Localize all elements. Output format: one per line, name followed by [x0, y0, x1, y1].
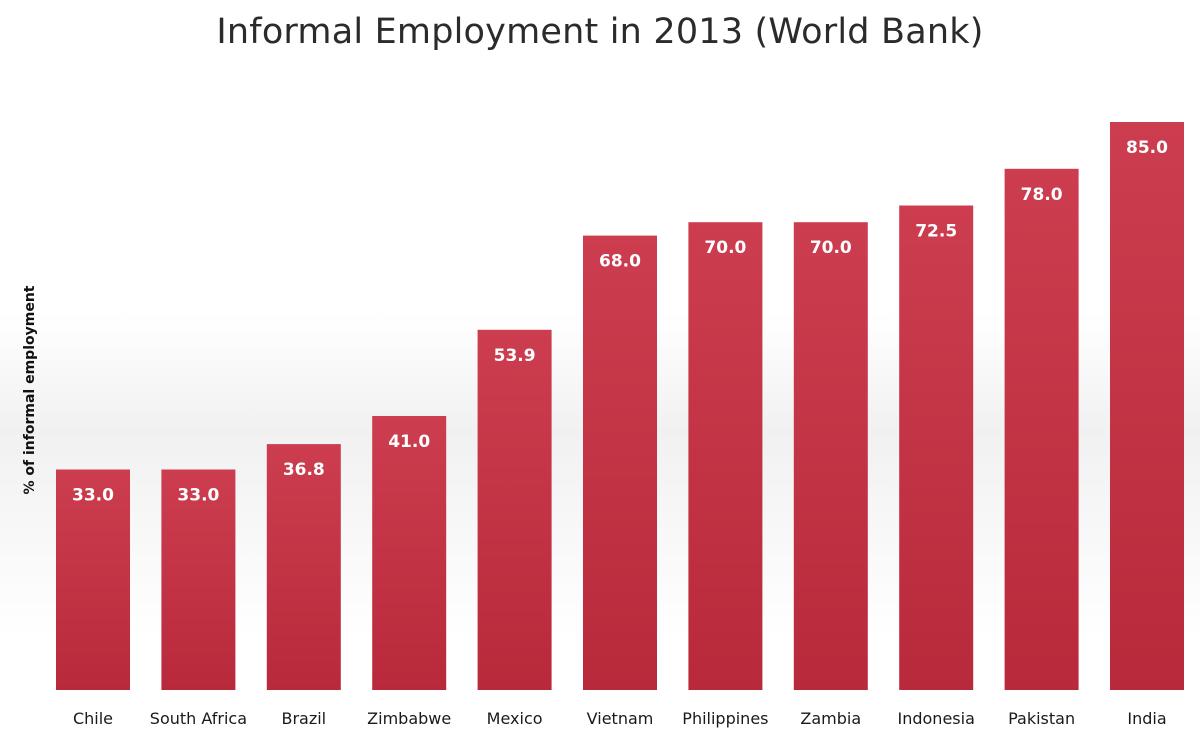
category-label: Chile [73, 709, 113, 728]
category-label: India [1127, 709, 1166, 728]
bar-south-africa [161, 469, 236, 690]
y-axis-label: % of informal employment [22, 285, 38, 494]
value-labels-layer: 33.0 33.0 36.8 41.0 53.9 68.0 70.0 70.0 72.5 78.0… [72, 138, 1168, 506]
bar-philippines [688, 222, 763, 690]
bar-india [1110, 122, 1184, 690]
chart-title: Informal Employment in 2013 (World Bank) [216, 12, 984, 52]
category-label: Vietnam [587, 709, 654, 728]
category-label: Brazil [281, 709, 326, 728]
bar-zambia [793, 222, 868, 690]
value-label: 33.0 [177, 486, 219, 506]
bar-indonesia [899, 205, 974, 690]
bar-mexico [477, 329, 552, 690]
category-label: Pakistan [1008, 709, 1075, 728]
category-label: Mexico [487, 709, 543, 728]
category-label: Zambia [800, 709, 861, 728]
category-label: Zimbabwe [367, 709, 451, 728]
bars-layer [56, 122, 1184, 691]
value-label: 72.5 [915, 222, 957, 242]
category-label: Indonesia [898, 709, 975, 728]
value-label: 53.9 [494, 346, 536, 366]
category-label: South Africa [150, 709, 247, 728]
value-label: 78.0 [1021, 185, 1063, 205]
value-label: 33.0 [72, 486, 114, 506]
category-label: Philippines [682, 709, 768, 728]
bar-pakistan [1004, 168, 1079, 691]
category-labels-layer: Chile South Africa Brazil Zimbabwe Mexico Vie… [73, 709, 1167, 728]
value-label: 68.0 [599, 252, 641, 272]
bar-chile [56, 469, 130, 690]
bar-zimbabwe [372, 416, 447, 690]
value-label: 41.0 [388, 432, 430, 452]
value-label: 85.0 [1126, 138, 1168, 158]
bar-brazil [266, 444, 341, 690]
value-label: 70.0 [810, 238, 852, 258]
value-label: 70.0 [704, 238, 746, 258]
value-label: 36.8 [283, 460, 325, 480]
bar-vietnam [583, 235, 657, 690]
